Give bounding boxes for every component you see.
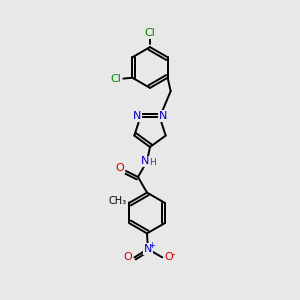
- Text: O: O: [115, 163, 124, 173]
- Text: N: N: [133, 111, 141, 121]
- Text: O: O: [164, 252, 173, 262]
- Text: CH₃: CH₃: [109, 196, 127, 206]
- Text: O: O: [123, 252, 132, 262]
- Text: N: N: [144, 244, 152, 254]
- Text: -: -: [172, 249, 175, 260]
- Text: N: N: [140, 156, 149, 167]
- Text: H: H: [149, 158, 156, 167]
- Text: Cl: Cl: [145, 28, 155, 38]
- Text: N: N: [159, 111, 167, 121]
- Text: Cl: Cl: [110, 74, 121, 84]
- Text: +: +: [148, 241, 155, 250]
